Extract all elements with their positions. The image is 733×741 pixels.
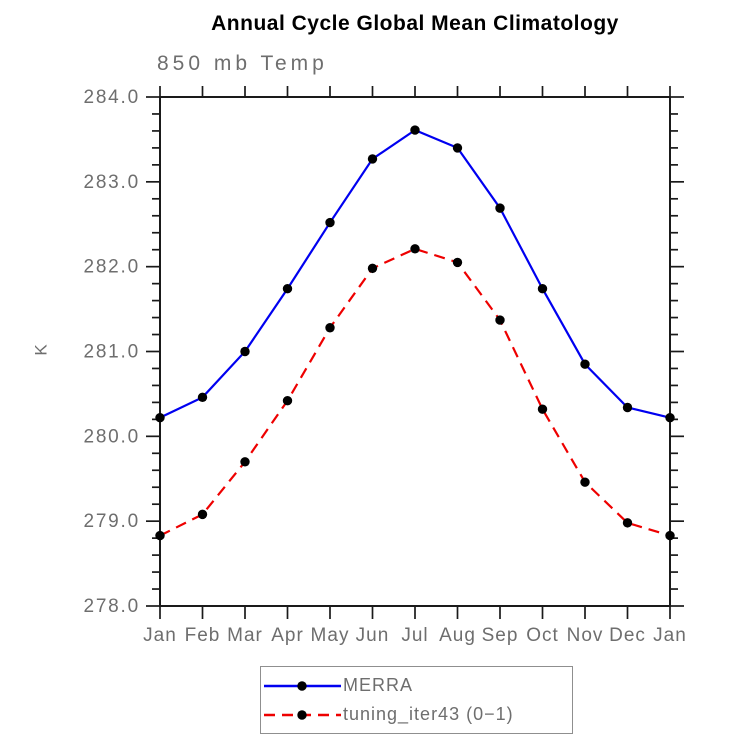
x-tick-label: Feb bbox=[185, 625, 221, 646]
data-point-marker bbox=[325, 217, 335, 228]
data-point-marker bbox=[622, 402, 633, 413]
data-point-marker bbox=[665, 412, 675, 423]
series-line bbox=[159, 128, 671, 419]
legend-sample-marker bbox=[297, 680, 307, 691]
data-point-marker bbox=[410, 125, 420, 135]
x-tick-label: Nov bbox=[567, 625, 604, 646]
data-point-marker bbox=[240, 457, 250, 467]
x-tick-label: Jan bbox=[143, 625, 177, 646]
y-tick-label: 280.0 bbox=[83, 426, 140, 447]
y-tick-label: 284.0 bbox=[83, 87, 140, 108]
data-point-marker bbox=[537, 404, 548, 414]
x-tick-label: Apr bbox=[271, 625, 304, 646]
y-tick-label: 279.0 bbox=[83, 511, 140, 532]
legend-sample-marker bbox=[297, 709, 307, 720]
chart-title: Annual Cycle Global Mean Climatology bbox=[211, 12, 619, 35]
data-point-marker bbox=[325, 323, 335, 333]
data-point-marker bbox=[155, 530, 165, 541]
legend-label-merra: MERRA bbox=[343, 675, 414, 695]
data-point-marker bbox=[410, 244, 420, 254]
data-point-marker bbox=[580, 477, 590, 487]
series-tuning-iter43-0-1- bbox=[155, 244, 675, 541]
data-point-marker bbox=[580, 359, 590, 369]
data-point-marker bbox=[452, 143, 463, 153]
data-point-marker bbox=[452, 257, 463, 268]
data-point-marker bbox=[155, 412, 165, 423]
legend-item-tuning-iter43: tuning_iter43 (0−1) bbox=[263, 700, 572, 729]
legend: MERRA tuning_iter43 (0−1) bbox=[260, 666, 573, 734]
data-point-marker bbox=[282, 396, 293, 406]
x-tick-label: Oct bbox=[526, 625, 559, 646]
data-point-marker bbox=[537, 284, 548, 294]
data-point-marker bbox=[240, 346, 250, 357]
data-point-marker bbox=[495, 315, 505, 325]
legend-line-sample-tuning-iter43 bbox=[264, 709, 341, 720]
data-point-marker bbox=[495, 203, 505, 213]
x-tick-label: Jul bbox=[401, 625, 428, 646]
legend-item-merra: MERRA bbox=[263, 671, 572, 700]
x-tick-label: Dec bbox=[609, 625, 646, 646]
data-point-marker bbox=[367, 263, 378, 274]
data-point-marker bbox=[367, 154, 378, 164]
series-line bbox=[159, 247, 671, 537]
series-merra bbox=[155, 125, 675, 423]
x-tick-label: Jan bbox=[653, 625, 687, 646]
plot-frame bbox=[159, 96, 671, 607]
chart-subtitle: 850 mb Temp bbox=[157, 52, 328, 75]
data-point-marker bbox=[197, 509, 208, 520]
x-tick-label: Sep bbox=[482, 625, 519, 646]
legend-label-tuning-iter43: tuning_iter43 (0−1) bbox=[343, 704, 514, 724]
legend-line-sample-merra bbox=[264, 680, 341, 691]
y-tick-label: 281.0 bbox=[83, 342, 140, 363]
y-axis: 278.0 279.0 280.0 281.0 282.0 283.0 284.0 bbox=[83, 87, 684, 617]
y-tick-label: 278.0 bbox=[83, 596, 140, 617]
data-point-marker bbox=[665, 530, 675, 541]
x-tick-label: Mar bbox=[227, 625, 263, 646]
x-tick-label: Jun bbox=[356, 625, 390, 646]
x-tick-label: May bbox=[311, 625, 350, 646]
x-axis: Jan Feb Mar Apr May Jun Jul Aug Sep Oct Nov Dec Jan bbox=[143, 86, 687, 646]
data-point-marker bbox=[197, 392, 208, 403]
y-tick-label: 283.0 bbox=[83, 172, 140, 193]
y-tick-label: 282.0 bbox=[83, 257, 140, 278]
data-point-marker bbox=[622, 518, 633, 528]
x-tick-label: Aug bbox=[439, 625, 476, 646]
data-point-marker bbox=[282, 284, 293, 294]
